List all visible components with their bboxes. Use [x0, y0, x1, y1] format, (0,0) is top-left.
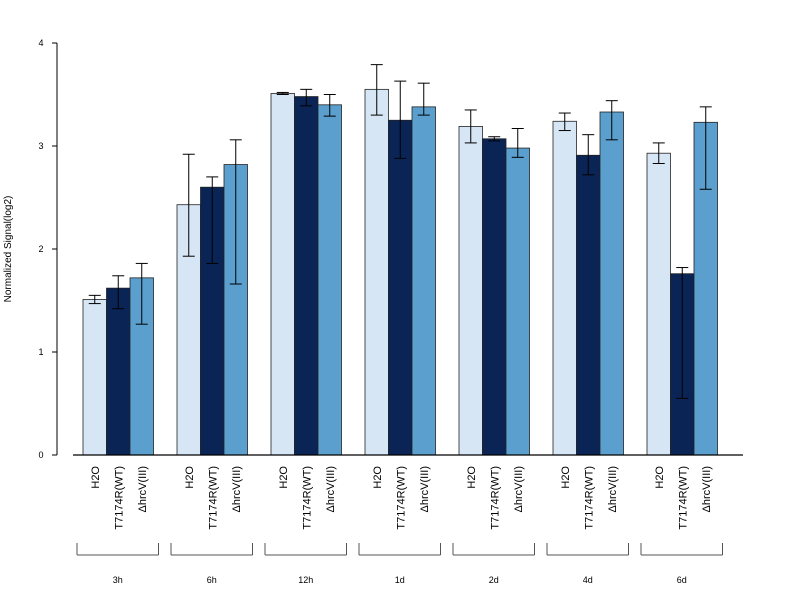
bars-layer — [82, 88, 718, 456]
error-bar — [323, 94, 336, 117]
category-label: T7174R(WT) — [583, 466, 595, 530]
error-bar — [112, 275, 125, 310]
error-bar — [464, 109, 477, 144]
category-label: H2O — [372, 466, 384, 489]
group-label: 6d — [677, 575, 687, 585]
category-label: T7174R(WT) — [489, 466, 501, 530]
error-bar — [276, 91, 289, 95]
category-label: ΔhrcV(III) — [137, 466, 149, 512]
error-bar — [206, 176, 219, 264]
bar — [482, 138, 507, 456]
category-label: H2O — [654, 466, 666, 489]
error-bar — [699, 106, 712, 190]
category-label: H2O — [90, 466, 102, 489]
bar — [106, 287, 131, 456]
category-label: H2O — [278, 466, 290, 489]
y-tick-label: 4 — [38, 38, 43, 48]
error-bar — [135, 262, 148, 325]
error-bar — [300, 88, 313, 107]
group-brackets-layer: 3h 6h 12h 1d 2d 4d 6d — [76, 543, 723, 585]
category-label: ΔhrcV(III) — [513, 466, 525, 512]
bar — [458, 126, 483, 456]
error-bar — [88, 294, 101, 305]
group-bracket — [452, 543, 535, 556]
error-bar — [182, 153, 195, 257]
error-bar — [676, 267, 689, 399]
bar — [388, 119, 413, 456]
category-label: T7174R(WT) — [677, 466, 689, 530]
group-bracket — [76, 543, 159, 556]
group-label: 12h — [298, 575, 313, 585]
group-bracket — [358, 543, 441, 556]
bar — [411, 106, 436, 456]
category-label: H2O — [560, 466, 572, 489]
bar — [505, 147, 530, 456]
group-label: 2d — [489, 575, 499, 585]
bar — [364, 88, 389, 456]
category-label: ΔhrcV(III) — [231, 466, 243, 512]
category-label: T7174R(WT) — [113, 466, 125, 530]
group-label: 4d — [583, 575, 593, 585]
bar — [82, 299, 107, 456]
category-labels-layer: H2O T7174R(WT) ΔhrcV(III) H2O T7174R(WT) Δhrc… — [90, 466, 713, 530]
y-axis-label: Normalized Signal(log2) — [3, 196, 14, 303]
error-bar — [558, 112, 571, 132]
error-bars-layer — [88, 64, 712, 399]
error-bar — [652, 142, 665, 165]
error-bar — [488, 136, 501, 142]
group-bracket — [640, 543, 723, 556]
bar — [599, 111, 624, 456]
bar — [552, 120, 577, 456]
group-label: 1d — [395, 575, 405, 585]
category-label: T7174R(WT) — [395, 466, 407, 530]
group-bracket — [170, 543, 253, 556]
category-label: ΔhrcV(III) — [607, 466, 619, 512]
error-bar — [605, 100, 618, 141]
y-tick-label: 2 — [38, 244, 43, 254]
bar — [317, 104, 342, 456]
category-label: ΔhrcV(III) — [701, 466, 713, 512]
y-tick-label: 0 — [38, 450, 43, 460]
error-bar — [511, 127, 524, 158]
bar — [294, 96, 319, 456]
bar — [270, 93, 295, 456]
group-bracket — [546, 543, 629, 556]
group-label: 6h — [207, 575, 217, 585]
y-tick-label: 3 — [38, 141, 43, 151]
category-label: H2O — [184, 466, 196, 489]
category-label: ΔhrcV(III) — [419, 466, 431, 512]
error-bar — [417, 82, 430, 116]
category-label: H2O — [466, 466, 478, 489]
y-axis: 0 1 2 3 4 — [38, 38, 58, 460]
error-bar — [582, 134, 595, 176]
error-bar — [394, 80, 407, 159]
group-label: 3h — [113, 575, 123, 585]
category-label: T7174R(WT) — [207, 466, 219, 530]
bar — [576, 154, 601, 456]
error-bar — [229, 139, 242, 285]
bar — [646, 152, 671, 456]
y-tick-label: 1 — [38, 347, 43, 357]
category-label: ΔhrcV(III) — [325, 466, 337, 512]
category-label: T7174R(WT) — [301, 466, 313, 530]
group-bracket — [264, 543, 347, 556]
error-bar — [370, 64, 383, 116]
